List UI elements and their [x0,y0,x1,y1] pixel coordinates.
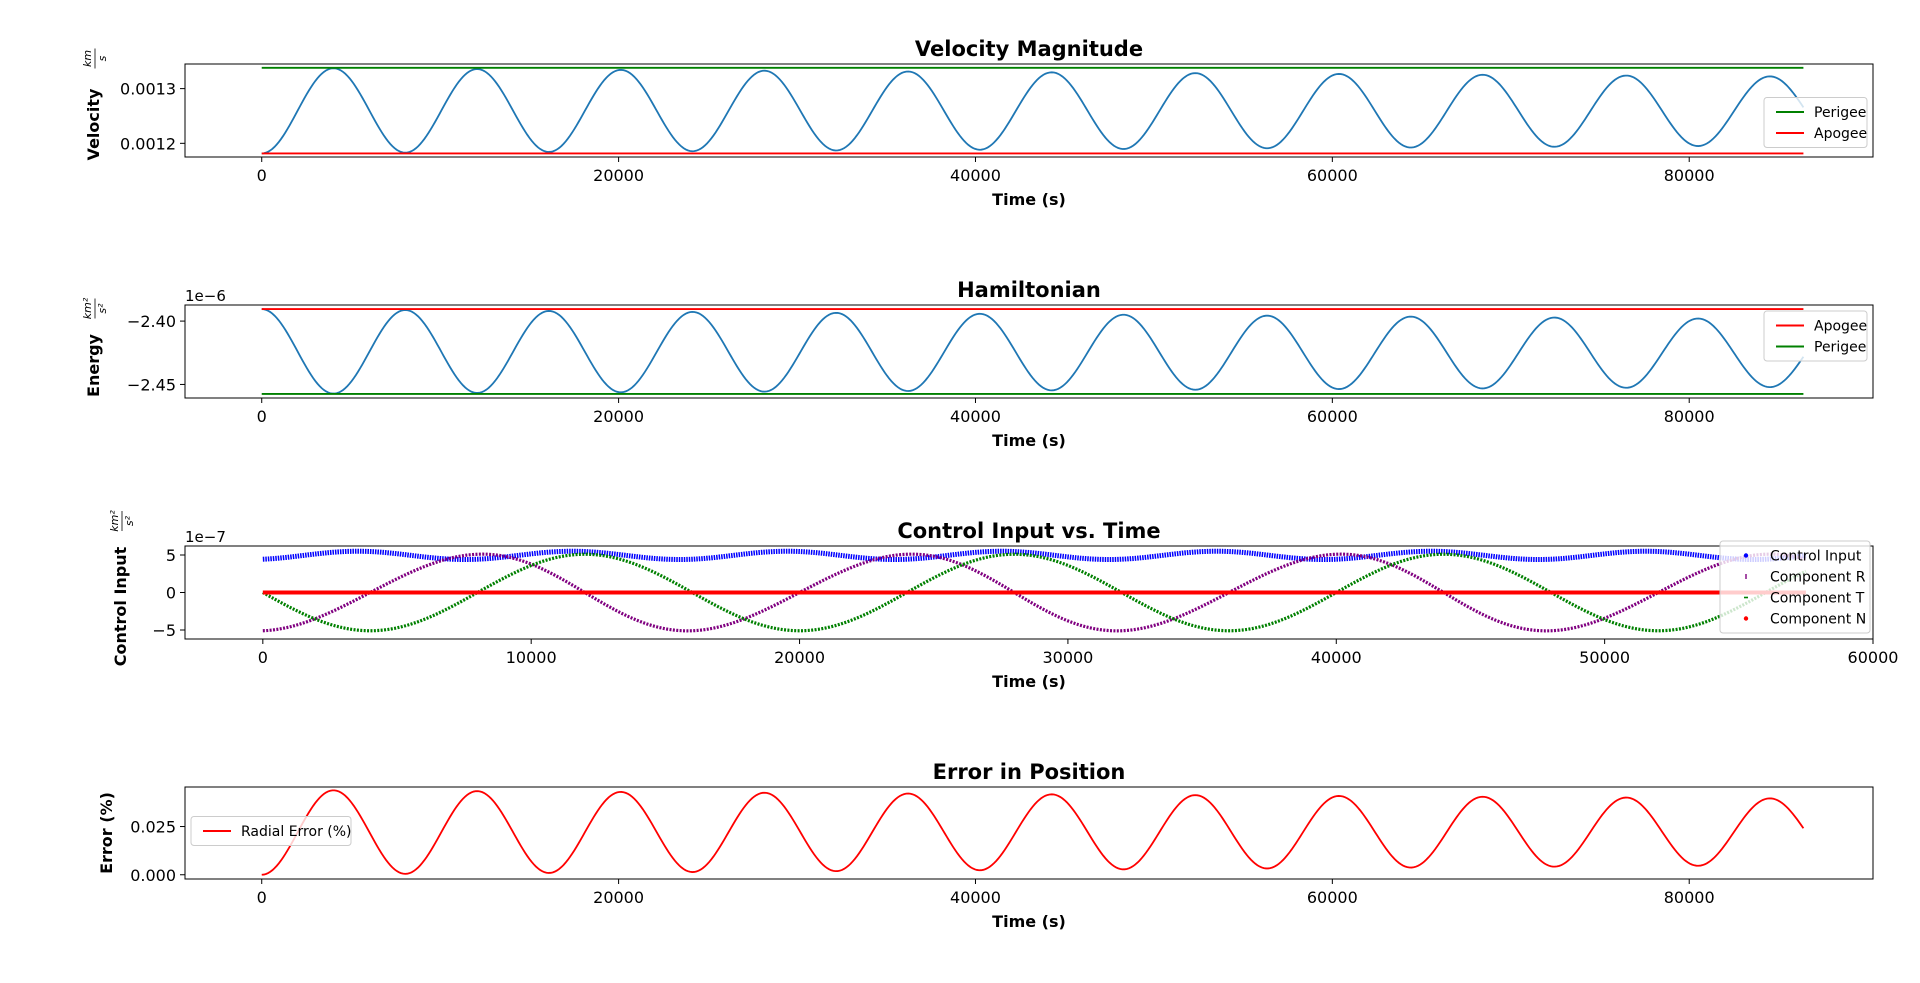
y-tick-label: −5 [152,621,176,640]
x-tick-label: 20000 [593,166,644,185]
unit-denominator: s² [123,515,136,526]
legend-label: Radial Error (%) [241,824,352,840]
series-line [261,67,1805,155]
x-tick-label: 40000 [1311,648,1362,667]
x-tick-label: 80000 [1664,166,1715,185]
legend: Perigee Apogee [1763,97,1868,148]
x-tick-label: 20000 [593,888,644,907]
series-control-input [262,548,1807,563]
x-tick-label: 60000 [1307,888,1358,907]
axes-frame [184,304,1874,399]
legend: Radial Error (%) [190,816,352,846]
x-axis-label: Time (s) [992,672,1066,691]
y-axis-unit: km² s² [108,510,136,532]
x-tick-label: 60000 [1307,407,1358,426]
legend: Apogee Perigee [1763,310,1868,362]
x-tick-label: 0 [257,407,267,426]
y-axis-label: Energy [84,333,103,397]
axes-frame [184,63,1874,158]
y-axis-label: Error (%) [97,792,116,874]
offset-text: 1e−6 [185,287,226,305]
series-line [261,308,1805,395]
x-axis-label: Time (s) [992,431,1066,450]
legend-label: Apogee [1814,126,1867,142]
x-tick-label: 30000 [1042,648,1093,667]
y-tick-label: 0.0012 [120,134,176,153]
y-tick-label: 5 [166,546,176,565]
y-axis-label-group: Energy km² s² [81,297,109,397]
y-axis-label-group: Control Input km² s² [108,510,136,667]
chart-title: Control Input vs. Time [897,519,1160,543]
chart-title: Hamiltonian [957,278,1101,302]
unit-denominator: s² [96,303,109,314]
y-axis-unit: km² s² [81,297,109,319]
y-tick-label: 0 [166,584,176,603]
subplot-4: Error in Position 0 20000 40000 60000 80000 0.… [97,760,1874,931]
x-tick-label: 80000 [1664,888,1715,907]
plot-area [262,548,1807,633]
legend-label: Perigee [1814,105,1866,121]
unit-denominator: s [96,55,109,61]
unit-numerator: km [81,50,94,67]
x-tick-label: 0 [258,648,268,667]
y-tick-label: 0.025 [130,818,176,837]
plot-area [261,308,1805,395]
legend-frame [1719,540,1871,634]
y-tick-label: 0.0013 [120,80,176,99]
plot-area [261,789,1805,876]
x-tick-label: 40000 [950,407,1001,426]
unit-numerator: km² [81,297,94,319]
x-tick-label: 50000 [1579,648,1630,667]
axes-frame [184,786,1874,880]
x-tick-label: 10000 [506,648,557,667]
x-tick-label: 20000 [593,407,644,426]
legend-label: Component N [1770,612,1866,628]
legend-label: Control Input [1770,549,1862,565]
y-axis-label-group: Error (%) [97,792,116,874]
x-tick-label: 40000 [950,888,1001,907]
legend-label: Apogee [1814,319,1867,335]
y-tick-label: −2.45 [127,375,176,394]
x-tick-label: 40000 [950,166,1001,185]
chart-title: Velocity Magnitude [915,37,1143,61]
x-axis-label: Time (s) [992,190,1066,209]
legend-label: Component R [1770,570,1866,586]
series-component-r [262,552,1807,633]
subplot-1: Velocity Magnitude 0 20000 40000 60000 80000 0… [81,37,1874,209]
y-axis-unit: km s [81,48,109,69]
x-tick-label: 80000 [1664,407,1715,426]
y-tick-label: 0.000 [130,866,176,885]
y-axis-label: Velocity [84,88,103,160]
plot-area [261,66,1805,155]
legend-label: Perigee [1814,340,1866,356]
y-tick-label: −2.40 [127,312,176,331]
x-tick-label: 60000 [1848,648,1899,667]
y-axis-label: Control Input [111,546,130,666]
legend-swatch [1743,553,1749,558]
y-axis-label-group: Velocity km s [81,48,109,160]
subplot-2: Hamiltonian 0 20000 40000 60000 80000 −2.45 −2.… [81,278,1874,450]
series-radial-error [261,789,1805,876]
legend-frame [1763,97,1868,148]
chart-title: Error in Position [933,760,1126,784]
subplot-3: Control Input vs. Time 0 10000 20000 30000 40… [108,510,1898,691]
legend-label: Component T [1770,591,1865,607]
legend-swatch [1743,616,1749,621]
x-tick-label: 60000 [1307,166,1358,185]
x-tick-label: 0 [257,888,267,907]
legend-frame [1763,310,1868,362]
x-tick-label: 0 [257,166,267,185]
unit-numerator: km² [108,510,121,532]
legend-frame [190,816,352,846]
legend: Control Input Component R Component T Compo… [1719,540,1871,634]
offset-text: 1e−7 [185,528,226,546]
x-axis-label: Time (s) [992,912,1066,931]
x-tick-label: 20000 [774,648,825,667]
